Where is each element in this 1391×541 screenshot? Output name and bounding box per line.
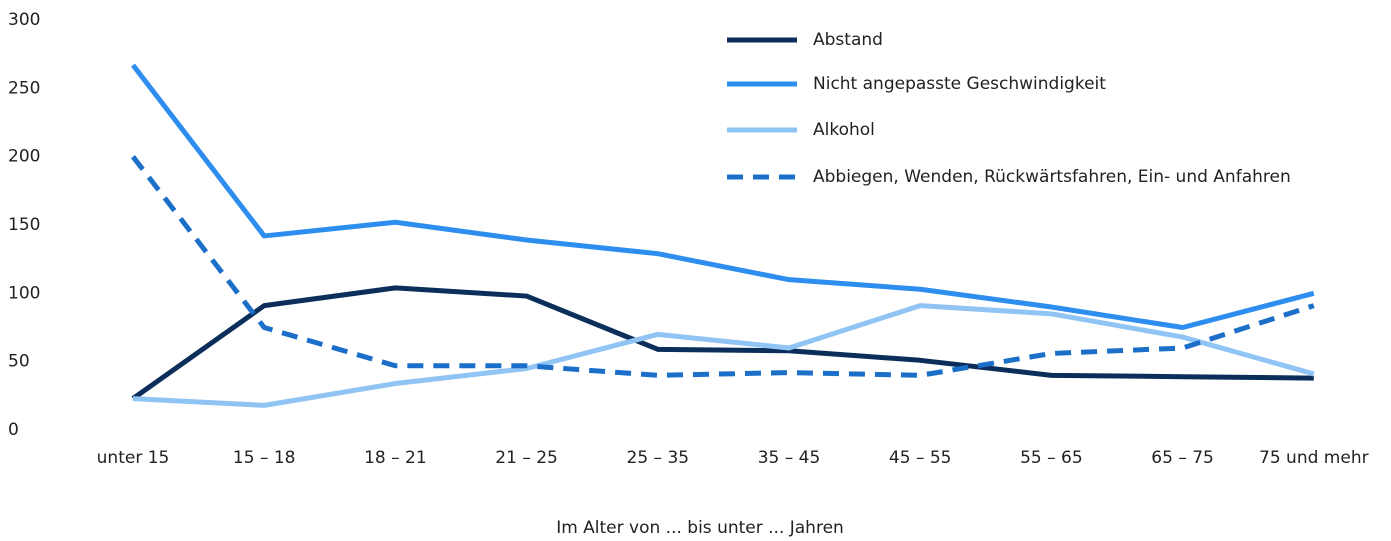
- y-tick-label: 200: [8, 147, 40, 167]
- x-tick-label: 55 – 65: [1020, 448, 1083, 468]
- series-line: [131, 155, 1315, 378]
- y-tick-label: 50: [8, 352, 30, 372]
- x-axis-title: Im Alter von ... bis unter ... Jahren: [556, 518, 844, 538]
- y-tick-label: 150: [8, 215, 40, 235]
- x-tick-label: 18 – 21: [364, 448, 427, 468]
- x-tick-label: 45 – 55: [889, 448, 952, 468]
- y-tick-label: 0: [8, 420, 19, 440]
- x-tick-label: 35 – 45: [758, 448, 821, 468]
- legend-label: Abstand: [813, 30, 883, 50]
- x-tick-label: 15 – 18: [233, 448, 296, 468]
- y-tick-label: 250: [8, 78, 40, 98]
- legend-label: Abbiegen, Wenden, Rückwärtsfahren, Ein- …: [813, 167, 1291, 187]
- y-tick-label: 100: [8, 283, 40, 303]
- series-line: [131, 63, 1315, 330]
- series-line: [131, 285, 1314, 401]
- x-tick-label: unter 15: [97, 448, 170, 468]
- legend-label: Alkohol: [813, 120, 875, 140]
- x-tick-label: 25 – 35: [627, 448, 690, 468]
- x-tick-label: 65 – 75: [1151, 448, 1214, 468]
- y-tick-label: 300: [8, 10, 40, 30]
- x-tick-label: 21 – 25: [495, 448, 558, 468]
- x-tick-label: 75 und mehr: [1259, 448, 1369, 468]
- legend-label: Nicht angepasste Geschwindigkeit: [813, 74, 1106, 94]
- series-line: [132, 303, 1315, 408]
